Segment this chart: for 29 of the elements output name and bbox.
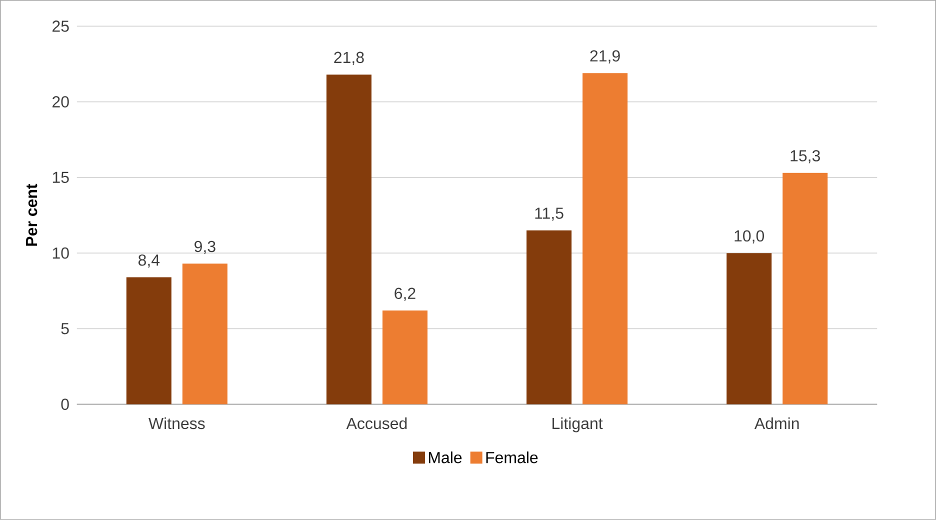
y-tick-label: 20 [52,96,69,108]
y-axis-title: Per cent [26,184,38,246]
x-tick-label: Witness [148,417,205,430]
y-tick-label: 0 [61,398,69,410]
bar [382,310,428,404]
y-tick-label: 5 [61,323,69,334]
x-tick-label: Litigant [552,417,603,432]
data-label: 10,0 [734,230,764,244]
y-tick-label: 25 [52,20,69,32]
data-label: 9,3 [194,240,216,254]
y-tick-label: 10 [52,247,69,259]
data-label: 8,4 [138,254,160,268]
data-label: 21,8 [334,52,364,66]
data-label: 11,5 [535,208,564,221]
bar [782,172,828,404]
y-tick-label: 15 [52,172,69,184]
bar [182,264,228,404]
bar [126,277,172,404]
x-tick-label: Admin [754,417,799,430]
data-label: 15,3 [790,150,820,164]
legend-label: Female [486,452,538,464]
data-label: 21,9 [590,50,620,64]
bar [726,253,772,404]
bar [526,230,572,404]
data-label: 6,2 [394,288,416,301]
bar [326,74,372,404]
x-tick-label: Accused [346,417,407,430]
bar [582,73,628,404]
legend-label: Male [428,452,462,464]
